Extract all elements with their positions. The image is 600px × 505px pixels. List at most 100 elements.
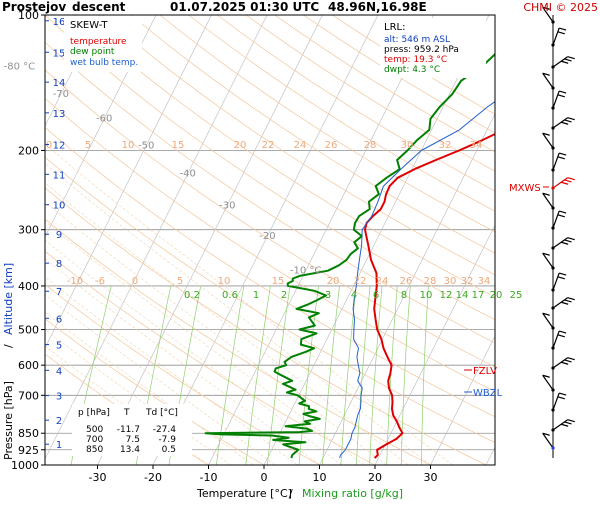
mixing-ratio-label: 0.6: [222, 290, 238, 301]
pressure-tick-label: 1000: [11, 459, 39, 472]
altitude-tick-label: 7: [56, 287, 62, 298]
dry-adiabat-label: 5: [85, 140, 91, 151]
table-header-t: T: [123, 408, 130, 418]
wind-barb-dot: [551, 326, 554, 329]
wind-barb-dot: [551, 86, 554, 89]
moist-adiabat-label: 30: [444, 276, 457, 287]
fzlv-label: FZLV: [473, 366, 497, 377]
altitude-tick-label: 5: [56, 341, 62, 352]
wind-barb-dot: [551, 388, 554, 391]
wind-barb-dot: [551, 206, 554, 209]
wind-barb-dot: [551, 246, 554, 249]
altitude-tick-label: 10: [53, 201, 66, 212]
dry-adiabat-label: 24: [294, 140, 307, 151]
dry-adiabat-label: 0: [46, 140, 52, 151]
altitude-tick-label: 2: [56, 416, 62, 427]
dry-adiabat-label: 15: [172, 140, 185, 151]
isotherm-label: -70: [53, 89, 69, 100]
mixing-ratio-label: 25: [510, 290, 523, 301]
mixing-ratio-label: 3: [325, 290, 331, 301]
x-axis-separator: /: [289, 487, 293, 500]
altitude-tick-label: 3: [56, 392, 62, 403]
temperature-tick-label: 10: [313, 471, 327, 484]
isotherm-label: -50: [138, 141, 154, 152]
isotherm-label: -80 °C: [4, 61, 36, 72]
isotherm-label: -60: [96, 114, 112, 125]
credit-text: CHMI © 2025: [523, 1, 598, 14]
dry-adiabat-label: -10: [67, 276, 83, 287]
wbzl-label: WBZL: [473, 388, 503, 399]
table-row-t: 13.4: [120, 445, 140, 455]
pressure-tick-label: 400: [18, 280, 39, 293]
wind-barb-dot: [551, 266, 554, 269]
wind-barb-dot: [551, 428, 554, 431]
moist-adiabat-label: 24: [376, 276, 389, 287]
mixing-ratio-label: 10: [420, 290, 433, 301]
pressure-tick-label: 850: [18, 427, 39, 440]
altitude-tick-label: 8: [56, 259, 62, 270]
y-axis-separator: /: [2, 344, 15, 348]
dry-adiabat-label: 30: [401, 140, 414, 151]
mixing-ratio-label: 20: [490, 290, 503, 301]
altitude-tick-label: 6: [56, 314, 62, 325]
mixing-ratio-label: 2: [281, 290, 287, 301]
wind-barb-dot: [551, 408, 554, 411]
mixing-ratio-label: 0.2: [184, 290, 200, 301]
dry-adiabat-label: 26: [325, 140, 338, 151]
temperature-tick-label: 0: [261, 471, 268, 484]
dry-adiabat-label: -6: [95, 276, 105, 287]
dry-adiabat-label: 28: [364, 140, 377, 151]
lrl-press: press: 959.2 hPa: [384, 45, 459, 55]
mixing-ratio-label: 8: [401, 290, 407, 301]
isotherm-label: -10 °C: [290, 266, 322, 277]
table-row-t: 7.5: [126, 435, 140, 445]
wind-barb-dot: [551, 306, 554, 309]
x-axis-label-mixing: Mixing ratio [g/kg]: [302, 487, 403, 500]
lrl-temp: temp: 19.3 °C: [384, 55, 447, 65]
pressure-tick-label: 200: [18, 144, 39, 157]
moist-adiabat-label: 10: [218, 276, 231, 287]
moist-adiabat-label: 22: [354, 276, 367, 287]
mixing-ratio-label: 17: [472, 290, 485, 301]
wind-barb-dot: [551, 126, 554, 129]
legend-temperature: temperature: [70, 37, 127, 47]
altitude-tick-label: 1: [56, 440, 62, 451]
lrl-title: LRL:: [384, 22, 405, 33]
mixing-ratio-label: 1: [253, 290, 259, 301]
wind-barb-dot: [551, 20, 554, 23]
moist-adiabat-label: 26: [400, 276, 413, 287]
wind-barb-dot: [551, 288, 554, 291]
temperature-tick-label: -30: [89, 471, 107, 484]
pressure-tick-label: 500: [18, 324, 39, 337]
title-flight: descent: [72, 0, 126, 14]
legend-dewpoint: dew point: [70, 47, 115, 57]
temperature-tick-label: -10: [200, 471, 218, 484]
mixing-ratio-label: 14: [456, 290, 469, 301]
table-row-td: -7.9: [158, 435, 176, 445]
moist-adiabat-label: 5: [177, 276, 183, 287]
x-axis-label: Temperature [°C]: [196, 487, 292, 500]
dry-adiabat-label: 34: [470, 140, 483, 151]
isotherm-label: -20: [259, 231, 275, 242]
wind-barb-dot: [551, 186, 554, 189]
legend-wetbulb: wet bulb temp.: [70, 58, 138, 68]
legend-title: SKEW-T: [70, 20, 108, 31]
wind-barb-dot: [551, 446, 554, 449]
isotherm-label: -30: [219, 200, 235, 211]
altitude-tick-label: 4: [56, 366, 62, 377]
moist-adiabat-label: 28: [424, 276, 437, 287]
title-station: Prostejov: [2, 0, 66, 14]
lrl-alt: alt: 546 m ASL: [384, 35, 450, 45]
table-header-td: Td [°C]: [145, 408, 178, 418]
dry-adiabat-label: 10: [122, 140, 135, 151]
altitude-tick-label: 13: [53, 109, 66, 120]
wind-barb-dot: [551, 106, 554, 109]
y-axis-label: Pressure [hPa]: [2, 381, 15, 460]
wind-barb-dot: [551, 43, 554, 46]
pressure-tick-label: 700: [18, 389, 39, 402]
mixing-ratio-label: 6: [373, 290, 379, 301]
table-row-p: 700: [86, 435, 103, 445]
wind-barb-dot: [551, 346, 554, 349]
